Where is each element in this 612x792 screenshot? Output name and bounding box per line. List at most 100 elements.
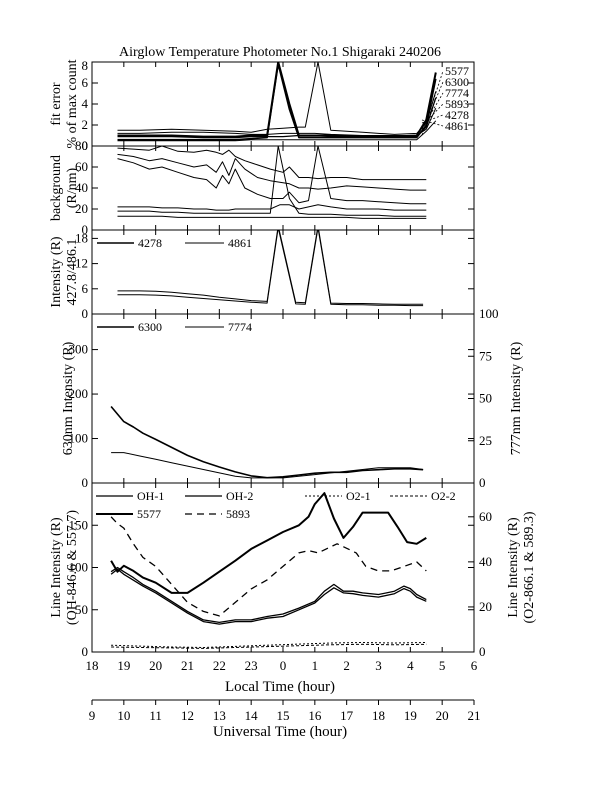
x-local-tick-label: 19 (117, 658, 130, 673)
series-line-trace-0 (117, 146, 427, 181)
legend-label: OH-1 (137, 489, 164, 503)
legend-label: 4861 (445, 119, 469, 133)
y-tick-label: 12 (75, 256, 88, 271)
x-ut-tick-label: 18 (372, 708, 385, 723)
x-local-tick-label: 22 (213, 658, 226, 673)
y-tick-label: 50 (75, 602, 88, 617)
series-line-4861 (117, 120, 437, 142)
y-tick-label: 0 (82, 306, 89, 321)
x-ut-tick-label: 11 (149, 708, 162, 723)
series-group (117, 230, 424, 307)
y-tick-label: 100 (69, 431, 89, 446)
y-axis-label: fit error (49, 82, 64, 125)
legend-leader (421, 70, 444, 136)
x-ut-tick-label: 10 (117, 708, 130, 723)
series-group (117, 62, 437, 142)
legend-label: 4861 (228, 236, 252, 250)
series-line-OH-1 (110, 566, 427, 624)
series-line-7774 (117, 62, 437, 135)
y-tick-label: 0 (82, 222, 89, 237)
series-line-OH-2 (110, 568, 427, 625)
y-tick-label: 4 (82, 96, 89, 111)
y-right-axis-label-secondary: (O2-866.1 & 589.3) (522, 511, 537, 623)
y-axis-label: 630nm Intensity (R) (61, 341, 76, 455)
x-ut-tick-label: 13 (213, 708, 226, 723)
series-line-trace-3 (117, 204, 427, 211)
y-tick-label: 80 (75, 138, 88, 153)
y-tick-label: 0 (82, 138, 89, 153)
figure-title: Airglow Temperature Photometer No.1 Shig… (119, 45, 441, 60)
x-local-tick-label: 2 (343, 658, 350, 673)
y-tick-label: 2 (82, 117, 89, 132)
series-line-4278 (117, 230, 424, 305)
legend-label: OH-2 (226, 489, 253, 503)
y-right-tick-label: 60 (479, 509, 492, 524)
y-right-tick-label: 100 (479, 306, 499, 321)
x-local-tick-label: 21 (181, 658, 194, 673)
y-tick-label: 200 (69, 386, 89, 401)
legend-leader (421, 103, 444, 127)
series-group (110, 492, 427, 649)
series-line-trace-4 (117, 146, 427, 217)
y-tick-label: 60 (75, 159, 88, 174)
y-right-tick-label: 0 (479, 644, 486, 659)
y-axis-label-secondary: (R/nm) (65, 167, 80, 208)
legend-leader (421, 92, 444, 130)
legend-label: O2-1 (346, 489, 371, 503)
x-local-tick-label: 23 (245, 658, 258, 673)
y-tick-label: 0 (82, 644, 89, 659)
series-line-5577 (110, 492, 427, 594)
legend-label: 4278 (445, 108, 469, 122)
legend-label: 5893 (226, 507, 250, 521)
legend-leader (421, 81, 444, 133)
series-line-trace-2 (117, 146, 427, 205)
y-right-tick-label: 75 (479, 348, 492, 363)
y-right-tick-label: 0 (479, 475, 486, 490)
y-axis-label-secondary: % of max count (65, 59, 80, 148)
series-line-6300 (117, 63, 437, 141)
x-local-tick-label: 18 (86, 658, 99, 673)
y-right-tick-label: 20 (479, 599, 492, 614)
legend-label: 5577 (445, 64, 469, 78)
y-tick-label: 6 (82, 281, 89, 296)
y-tick-label: 8 (82, 58, 89, 73)
legend-label: 4278 (138, 236, 162, 250)
x-local-tick-label: 4 (407, 658, 414, 673)
series-line-trace-5 (117, 215, 427, 219)
series-line-6300 (110, 405, 424, 479)
universal-time-axis-label: Universal Time (hour) (213, 724, 347, 740)
y-tick-label: 40 (75, 180, 88, 195)
y-tick-label: 18 (75, 230, 88, 245)
series-line-7774 (111, 452, 424, 479)
legend-label: O2-2 (431, 489, 456, 503)
legend-label: 7774 (445, 86, 469, 100)
y-axis-label: Line Intensity (R) (49, 517, 64, 618)
panel-1: 0 20 40 60 80 background (R/nm) (49, 138, 475, 237)
series-line-4861 (117, 230, 424, 307)
legend-label: 5577 (137, 507, 161, 521)
x-ut-tick-label: 9 (89, 708, 96, 723)
y-right-tick-label: 40 (479, 554, 492, 569)
x-ut-tick-label: 19 (404, 708, 417, 723)
y-right-tick-label: 50 (479, 391, 492, 406)
series-line-5893 (110, 516, 427, 617)
series-line-4278 (117, 107, 437, 136)
series-line-O2-1 (111, 642, 427, 648)
y-right-axis-label: Line Intensity (R) (506, 517, 521, 618)
legend-label: 7774 (228, 320, 252, 334)
series-group (110, 405, 424, 479)
legend-label: 6300 (138, 320, 162, 334)
y-tick-label: 0 (82, 475, 89, 490)
panel-2: 0 6 12 18 Intensity (R) 427.8/486.1 4278 4861 (49, 229, 475, 321)
y-axis-label: Intensity (R) (49, 236, 64, 307)
y-axis-label-secondary: 427.8/486.1 (65, 239, 80, 306)
local-time-axis-label: Local Time (hour) (225, 679, 335, 695)
series-line-5893 (117, 97, 437, 139)
y-tick-label: 20 (75, 201, 88, 216)
x-local-tick-label: 6 (471, 658, 478, 673)
x-local-tick-label: 0 (280, 658, 287, 673)
series-line-trace-1 (117, 153, 427, 191)
